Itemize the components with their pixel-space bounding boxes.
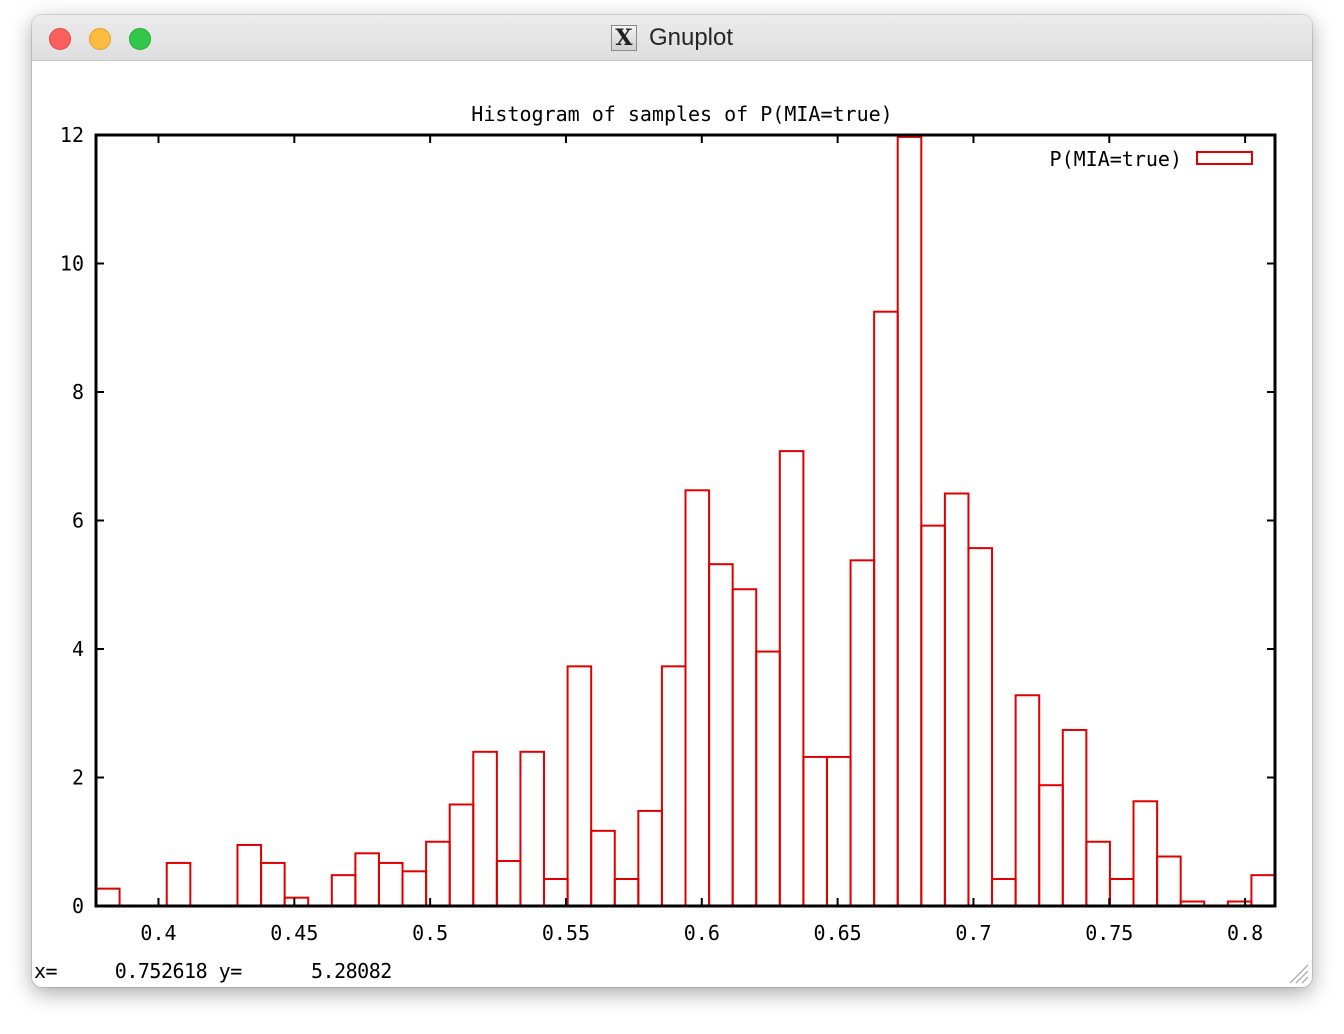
histogram-bar <box>755 650 781 907</box>
x-tick-label: 0.7 <box>955 921 991 945</box>
histogram-bar <box>920 524 946 907</box>
close-button[interactable] <box>49 28 71 50</box>
histogram-bar <box>708 563 734 907</box>
histogram-bar <box>825 755 852 907</box>
histogram-bar <box>967 547 994 907</box>
histogram-bar <box>1108 878 1135 908</box>
zoom-button[interactable] <box>129 28 151 50</box>
histogram-bar <box>448 803 475 907</box>
histogram-bar <box>165 861 192 908</box>
histogram-bar <box>590 829 616 908</box>
histogram-bar <box>543 878 569 908</box>
histogram-bar <box>425 840 451 907</box>
histogram-bar <box>1061 728 1088 908</box>
y-tick-label: 10 <box>60 252 84 276</box>
histogram-bar <box>354 852 380 908</box>
x-tick-label: 0.8 <box>1227 921 1263 945</box>
histogram-bar <box>495 860 522 908</box>
histogram-bar <box>1038 784 1064 908</box>
minimize-button[interactable] <box>89 28 111 50</box>
histogram-chart[interactable]: Histogram of samples of P(MIA=true) 0 2 4 6… <box>32 61 1312 957</box>
x-tick-label: 0.65 <box>814 921 862 945</box>
histogram-bar <box>236 843 263 908</box>
y-tick-label: 2 <box>72 766 84 790</box>
legend: P(MIA=true) <box>1050 147 1253 171</box>
x-tick-label: 0.75 <box>1085 921 1133 945</box>
histogram-bar <box>896 135 923 908</box>
histogram-bar <box>330 874 357 907</box>
histogram-bar <box>1014 694 1041 908</box>
x11-icon: X <box>610 24 637 51</box>
ticks-group: 0 2 4 6 8 10 12 0.4 0.45 0.5 0.55 0.6 0.65 0.7 0.75 0.8 <box>60 123 1275 945</box>
histogram-bar <box>778 450 805 907</box>
histogram-bar <box>1132 800 1159 908</box>
histogram-bar <box>401 870 428 907</box>
gnuplot-window: X Gnuplot Histogram of samples of P(MIA=… <box>32 15 1312 987</box>
y-tick-label: 6 <box>72 509 84 533</box>
histogram-bar <box>519 750 546 907</box>
coordinate-readout: x= 0.752618 y= 5.28082 <box>34 959 392 983</box>
y-tick-label: 0 <box>72 894 84 918</box>
bars-group <box>95 135 1277 908</box>
histogram-bar <box>613 878 640 908</box>
histogram-bar <box>684 489 711 907</box>
histogram-bar <box>95 887 121 908</box>
y-tick-label: 12 <box>60 123 84 147</box>
histogram-bar <box>472 750 498 907</box>
histogram-bar <box>731 588 758 907</box>
y-tick-label: 8 <box>72 380 84 404</box>
histogram-bar <box>260 861 286 908</box>
x-tick-label: 0.5 <box>412 921 448 945</box>
resize-grip-icon[interactable] <box>1284 959 1310 985</box>
histogram-bar <box>1085 840 1111 907</box>
histogram-bar <box>849 559 876 907</box>
histogram-bar <box>377 861 404 908</box>
title-group: X Gnuplot <box>32 15 1312 60</box>
histogram-bar <box>637 809 663 907</box>
window-title: Gnuplot <box>648 23 734 51</box>
x-tick-label: 0.4 <box>140 921 176 945</box>
histogram-bar <box>1250 874 1277 907</box>
x-tick-label: 0.6 <box>684 921 720 945</box>
x-tick-label: 0.55 <box>542 921 590 945</box>
title-bar[interactable]: X Gnuplot <box>32 15 1312 61</box>
x-tick-label: 0.45 <box>270 921 318 945</box>
y-tick-label: 4 <box>72 637 84 661</box>
histogram-bar <box>873 310 899 907</box>
histogram-bar <box>1156 855 1182 908</box>
histogram-bar <box>660 665 687 907</box>
histogram-bar <box>802 755 828 907</box>
legend-label: P(MIA=true) <box>1050 147 1182 171</box>
histogram-bar <box>943 492 970 907</box>
histogram-bar <box>991 878 1017 908</box>
legend-swatch <box>1196 151 1253 165</box>
histogram-bar <box>566 665 593 907</box>
chart-title: Histogram of samples of P(MIA=true) <box>471 102 892 126</box>
